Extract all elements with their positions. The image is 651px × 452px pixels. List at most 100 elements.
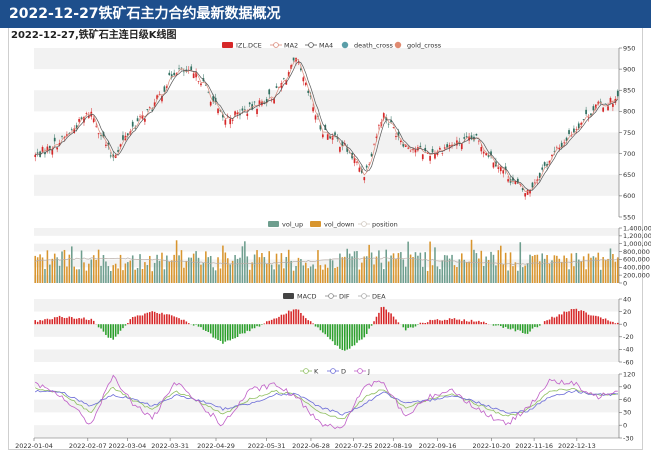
volume-y-tick-label: 800,000 (623, 248, 650, 256)
volume-bar (185, 260, 188, 283)
macd-bar (597, 316, 600, 325)
macd-bar (124, 324, 127, 326)
macd-bar (370, 324, 373, 326)
volume-bar (127, 262, 129, 283)
volume-bar (487, 259, 490, 283)
volume-bar (392, 253, 395, 283)
candle-body (185, 69, 188, 72)
volume-bar (351, 256, 353, 283)
volume-bar (314, 268, 317, 283)
volume-bar (570, 253, 573, 283)
macd-bar (551, 316, 553, 325)
candle-body (63, 137, 66, 139)
macd-bar (244, 324, 246, 334)
macd-bar (336, 324, 339, 346)
candle-body (382, 113, 385, 119)
candle-body (170, 74, 173, 78)
macd-bar (227, 324, 229, 341)
volume-y-tick-label: 0 (623, 279, 627, 287)
volume-bar (256, 250, 258, 283)
candle-body (609, 98, 612, 104)
candle-body (443, 147, 446, 149)
macd-bar (105, 324, 107, 335)
macd-bar (268, 320, 270, 325)
candle-body (258, 100, 261, 105)
candle-body (526, 190, 529, 195)
macd-bar (39, 320, 41, 325)
macd-bar (200, 324, 202, 328)
volume-bar (592, 256, 595, 283)
candle-body (287, 72, 290, 77)
volume-bar (119, 254, 122, 283)
candle-body (434, 153, 436, 159)
macd-bar (373, 321, 375, 325)
volume-bar (190, 257, 192, 283)
candle-body (39, 151, 41, 157)
macd-bar (578, 311, 580, 325)
macd-bar (324, 324, 327, 335)
candle-body (385, 116, 388, 121)
macd-bar (153, 311, 156, 325)
volume-bar (39, 254, 41, 283)
macd-bar (300, 312, 302, 325)
candle-body (58, 143, 61, 146)
candle-body (105, 144, 107, 146)
macd-bar (102, 324, 105, 332)
candle-body (253, 101, 256, 103)
volume-bar (124, 263, 127, 283)
macd-bar (351, 324, 353, 347)
macd-bar (100, 324, 102, 329)
legend-label: vol_down (324, 220, 354, 228)
candle-body (334, 132, 336, 135)
candle-body (95, 125, 98, 127)
volume-bar (222, 245, 224, 283)
grid-band (34, 228, 619, 236)
volume-bar (129, 260, 132, 283)
macd-bar (61, 317, 63, 325)
candle-body (541, 167, 544, 170)
volume-bar (385, 249, 387, 283)
volume-bar (541, 253, 543, 283)
volume-bar (134, 269, 136, 283)
volume-bar (409, 254, 412, 283)
candle-body (460, 143, 463, 150)
volume-bar (517, 270, 519, 283)
volume-bar (458, 259, 461, 283)
legend-label: DEA (372, 292, 386, 300)
grid-band (34, 349, 619, 362)
volume-bar (122, 270, 124, 283)
macd-bar (543, 321, 546, 325)
macd-y-tick-label: 20 (623, 308, 631, 316)
candle-body (546, 163, 548, 167)
x-tick-label: 2022-05-31 (248, 442, 286, 450)
volume-bar (612, 254, 614, 283)
macd-bar (251, 324, 253, 329)
macd-bar (266, 321, 268, 325)
kdj-y-tick-label: -30 (623, 434, 634, 442)
volume-bar (614, 261, 617, 283)
macd-bar (83, 317, 85, 325)
kdj-line-k (35, 386, 618, 420)
volume-bar (200, 264, 202, 283)
macd-bar (144, 313, 146, 325)
candle-body (346, 147, 349, 152)
macd-bar (409, 324, 412, 328)
candle-body (256, 108, 258, 115)
candle-body (470, 135, 473, 140)
macd-bar (617, 322, 619, 325)
macd-bar (192, 324, 195, 326)
candle-body (312, 107, 314, 112)
macd-bar (58, 315, 61, 325)
volume-bar (543, 258, 546, 283)
volume-bar (229, 264, 231, 283)
volume-bar (95, 259, 97, 283)
x-tick-label: 2022-03-31 (151, 442, 189, 450)
volume-bar (83, 262, 85, 283)
grid-band (34, 299, 619, 312)
macd-bar (512, 324, 514, 329)
macd-bar (609, 321, 612, 325)
volume-bar (236, 258, 239, 283)
candle-body (100, 135, 102, 137)
macd-bar (127, 323, 129, 325)
legend-swatch (341, 41, 349, 49)
